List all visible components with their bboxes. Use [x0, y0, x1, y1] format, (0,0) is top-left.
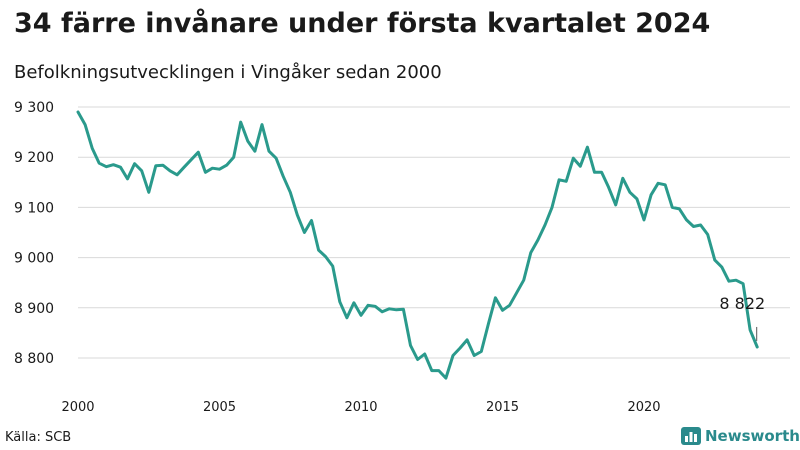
- brand-name: Newsworthy: [705, 427, 800, 445]
- line-chart: 8 800 8 900 9 000 9 100 9 200 9 300 2000 2005 20…: [14, 100, 790, 415]
- newsworthy-logo[interactable]: Newsworthy: [681, 427, 800, 445]
- bar-chart-icon: [681, 427, 701, 445]
- axis-labels: 8 800 8 900 9 000 9 100 9 200 9 300 2000 2005 20…: [14, 100, 661, 415]
- series-layer: [76, 110, 759, 380]
- y-tick-label: 9 100: [14, 200, 54, 216]
- y-tick-label: 9 300: [14, 100, 54, 116]
- y-tick-label: 8 800: [14, 351, 54, 367]
- chart-title: 34 färre invånare under första kvartalet…: [14, 8, 711, 39]
- series-line: [76, 110, 759, 380]
- x-tick-label: 2015: [486, 400, 519, 415]
- source-note: Källa: SCB: [5, 430, 72, 445]
- x-tick-label: 2020: [627, 400, 660, 415]
- annotation-layer: 8 822: [719, 294, 765, 341]
- grid-lines: [78, 106, 790, 359]
- y-tick-label: 9 200: [14, 150, 54, 166]
- y-tick-label: 9 000: [14, 251, 54, 267]
- x-tick-label: 2010: [344, 400, 377, 415]
- y-tick-label: 8 900: [14, 301, 54, 317]
- chart-subtitle: Befolkningsutvecklingen i Vingåker sedan…: [14, 62, 442, 83]
- x-tick-label: 2000: [61, 400, 94, 415]
- end-value-label: 8 822: [719, 294, 765, 313]
- x-tick-label: 2005: [203, 400, 236, 415]
